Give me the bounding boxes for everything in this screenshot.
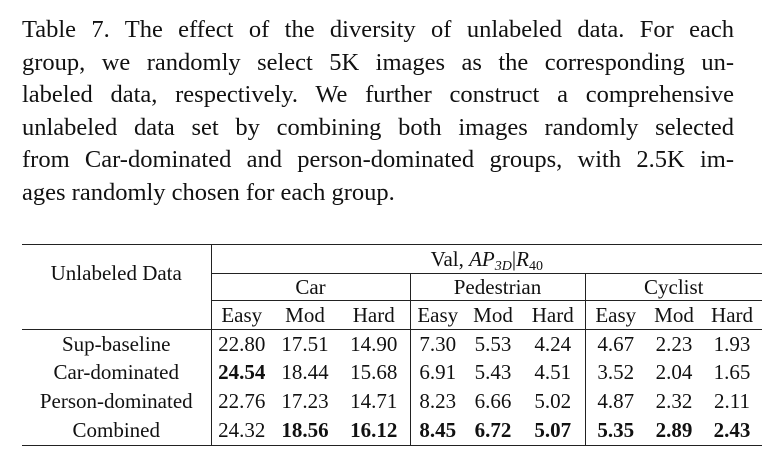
value-cell: 16.12 [338, 415, 411, 445]
metric-r: R [516, 247, 529, 271]
level-header: Easy [221, 303, 263, 327]
value-cell: 1.65 [713, 360, 751, 385]
value-cell: 24.32 [218, 417, 266, 442]
metric-sep: | [511, 247, 517, 271]
level-header: Hard [338, 300, 411, 330]
row-name: Sup-baseline [22, 329, 212, 358]
value-cell: 17.51 [281, 332, 329, 356]
value-cell: 4.24 [521, 329, 586, 358]
value-cell: 18.44 [281, 360, 329, 385]
value-cell: 5.07 [521, 415, 586, 445]
data-row: Sup-baseline 22.80 17.51 14.90 7.30 5.53 4.24 4… [22, 329, 762, 358]
value-cell: 4.87 [597, 388, 635, 413]
value-cell: 2.32 [655, 388, 693, 413]
value-cell: 8.23 [419, 388, 457, 413]
metric-ap: AP [469, 247, 495, 271]
value-cell: 2.11 [714, 388, 751, 413]
value-cell: 5.02 [521, 386, 586, 415]
caption: Table 7. The effect of the diversity of … [22, 14, 734, 210]
value-cell: 2.23 [655, 332, 693, 356]
value-cell: 14.71 [338, 386, 411, 415]
value-cell: 2.04 [655, 360, 693, 385]
value-cell: 8.45 [419, 417, 457, 442]
value-cell: 15.68 [338, 358, 411, 387]
level-header: Mod [473, 303, 513, 327]
caption-line: ages randomly chosen for each group. [22, 178, 395, 206]
row-name: Car-dominated [22, 358, 212, 387]
level-header: Easy [595, 303, 637, 327]
level-row: Easy Mod Hard Easy Mod Hard Easy Mod Hard [22, 300, 763, 330]
value-cell: 6.91 [419, 360, 457, 385]
results-table: Unlabeled Data Val, AP3D|R40 Car Pedestri… [22, 244, 763, 446]
metric-ap-sub: 3D [494, 259, 512, 274]
value-cell: 24.54 [218, 360, 266, 385]
group-header: Pedestrian [410, 273, 586, 301]
row-name: Person-dominated [22, 386, 212, 415]
value-cell: 22.80 [218, 332, 266, 356]
value-cell: 6.66 [474, 388, 512, 413]
level-header: Hard [521, 300, 586, 330]
level-header: Mod [654, 303, 694, 327]
data-row: Car-dominated 24.54 18.44 15.68 6.91 5.43 4.51… [22, 358, 762, 387]
value-cell: 1.93 [713, 332, 751, 356]
value-cell: 5.53 [474, 332, 512, 356]
value-cell: 7.30 [419, 332, 457, 356]
metric-r-sub: 40 [528, 259, 543, 274]
level-header: Mod [285, 303, 325, 327]
header-row: Unlabeled Data Val, AP3D|R40 [22, 244, 763, 301]
value-cell: 22.76 [218, 388, 266, 413]
level-header: Hard [711, 303, 754, 327]
value-cell: 4.51 [521, 358, 586, 387]
value-cell: 18.56 [281, 417, 329, 442]
level-header: Easy [417, 303, 459, 327]
row-header-cell: Unlabeled Data [22, 244, 212, 301]
value-cell: 3.52 [597, 360, 635, 385]
value-cell: 14.90 [338, 329, 411, 358]
value-cell: 4.67 [597, 332, 635, 356]
row-name: Combined [22, 415, 212, 445]
data-row: Combined 24.32 18.56 16.12 8.45 6.72 5.07 5.35 2… [22, 415, 763, 445]
group-header: Car [211, 273, 411, 301]
value-cell: 2.43 [713, 417, 751, 442]
caption-line: Table 7. The effect of the diversity of … [22, 16, 734, 43]
metric-cell: Val, AP3D|R40 [211, 244, 763, 274]
caption-line: unlabeled data set by combining both ima… [22, 113, 734, 141]
caption-line: group, we randomly select 5K images as t… [22, 48, 734, 76]
value-cell: 17.23 [281, 388, 329, 413]
data-row: Person-dominated 22.76 17.23 14.71 8.23 6.66 5… [22, 386, 762, 415]
caption-line: from Car-dominated and person-dominated … [22, 146, 734, 174]
group-row: Car Pedestrian Cyclist [22, 273, 763, 301]
value-cell: 5.43 [474, 360, 512, 385]
value-cell: 6.72 [474, 417, 512, 442]
metric-prefix: Val, [430, 247, 470, 271]
empty-cell [22, 300, 212, 330]
caption-line: labeled data, respectively. We further c… [22, 81, 734, 109]
group-header: Cyclist [644, 275, 704, 299]
value-cell: 5.35 [597, 417, 635, 442]
value-cell: 2.89 [655, 417, 693, 442]
